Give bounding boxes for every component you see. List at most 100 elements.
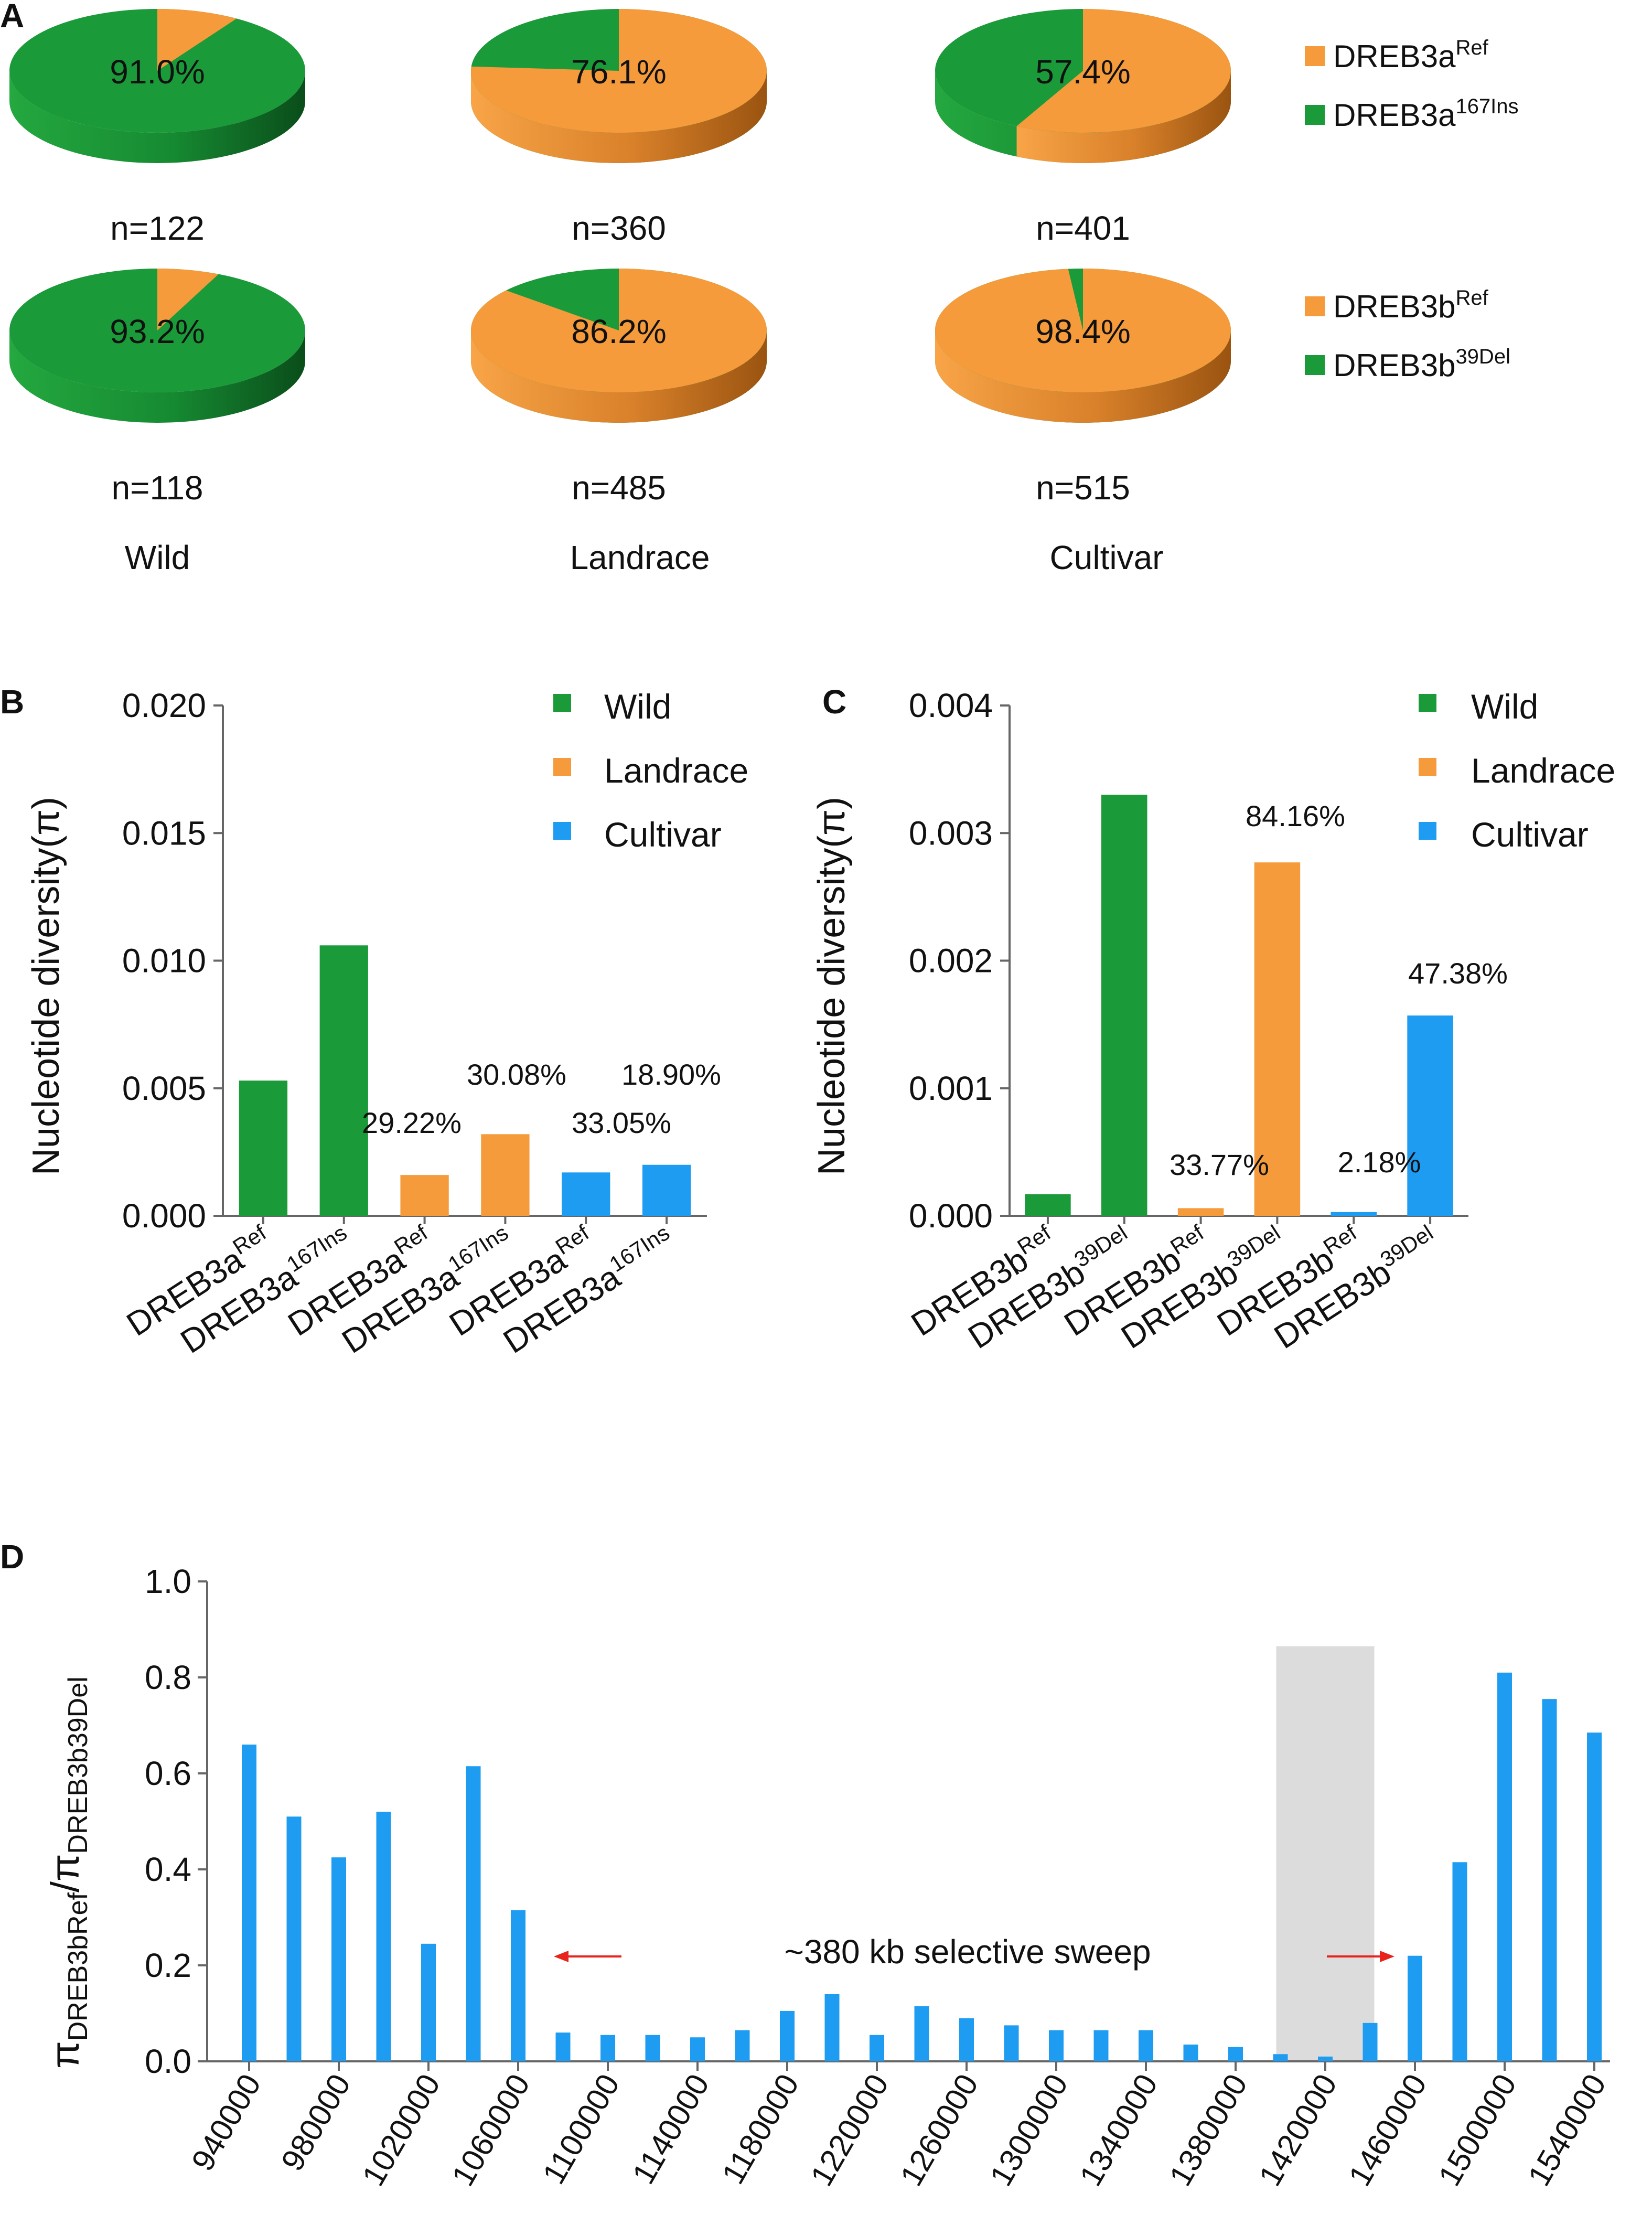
c-bar-5 xyxy=(1331,1212,1377,1216)
d-bar-29 xyxy=(1497,1672,1512,2061)
legend-label-dreb3a-167ins: DREB3a167Ins xyxy=(1333,95,1519,133)
b-y-tick-label: 0.010 xyxy=(122,942,206,980)
d-x-tick-label-1540000: 1540000 xyxy=(1521,2068,1613,2192)
pie-percent-dreb3a-wild: 91.0% xyxy=(110,53,205,91)
d-bar-11 xyxy=(690,2037,705,2061)
d-bar-10 xyxy=(645,2035,660,2061)
d-bar-16 xyxy=(914,2006,929,2061)
d-bar-12 xyxy=(735,2030,750,2061)
d-bar-2 xyxy=(286,1816,302,2061)
d-x-tick-label-1460000: 1460000 xyxy=(1342,2068,1433,2192)
c-bar-annotation-6: 47.38% xyxy=(1408,957,1508,990)
b-y-tick-label: 0.000 xyxy=(122,1197,206,1235)
b-y-tick-label: 0.005 xyxy=(122,1069,206,1107)
pie-slice-dreb3a-cultivar-orange xyxy=(1016,9,1231,133)
pie-legend-bottom: DREB3bRef DREB3b39Del xyxy=(1305,286,1510,383)
panel-d-bar-chart: 0.0 0.2 0.4 0.6 0.8 1.0 940000 980000102000010… xyxy=(43,1563,1613,2192)
pie-percent-dreb3a-cultivar: 57.4% xyxy=(1035,53,1130,91)
d-x-tick-label-1020000: 1020000 xyxy=(355,2068,447,2192)
d-bar-24 xyxy=(1273,2054,1288,2061)
d-x-tick-label-1420000: 1420000 xyxy=(1252,2068,1344,2192)
c-y-tick-label: 0.001 xyxy=(909,1069,993,1107)
legend-label-dreb3b-39del: DREB3b39Del xyxy=(1333,345,1510,383)
panel-b-legend-swatch-wild xyxy=(553,694,571,712)
panel-b-legend: Wild Landrace Cultivar xyxy=(553,687,748,854)
panel-b-legend-wild: Wild xyxy=(604,687,671,726)
d-bar-3 xyxy=(331,1857,346,2061)
pie-dreb3b-wild: 93.2% n=118 xyxy=(9,269,305,507)
pie-percent-dreb3b-cultivar: 98.4% xyxy=(1035,313,1130,350)
d-y-tick-label: 0.2 xyxy=(145,1946,191,1984)
panel-c-legend-swatch-wild xyxy=(1419,694,1436,712)
d-x-tick-label-1300000: 1300000 xyxy=(983,2068,1075,2192)
d-y-tick-label: 0.6 xyxy=(145,1755,191,1792)
d-x-tick-label-1340000: 1340000 xyxy=(1072,2068,1164,2192)
pie-n-dreb3a-wild: n=122 xyxy=(110,209,205,247)
d-bar-28 xyxy=(1452,1862,1467,2061)
pie-legend-top: DREB3aRef DREB3a167Ins xyxy=(1305,36,1519,133)
d-bar-25 xyxy=(1318,2056,1333,2061)
panel-b-legend-swatch-cultivar xyxy=(553,822,571,840)
panel-c-legend: Wild Landrace Cultivar xyxy=(1419,687,1615,854)
d-bar-7 xyxy=(511,1910,525,2061)
d-x-tick-label-1140000: 1140000 xyxy=(626,2068,716,2190)
pie-slice-dreb3b-wild-orange xyxy=(157,269,219,330)
pie-dreb3a-cultivar: 57.4% n=401 xyxy=(935,9,1231,247)
d-bar-14 xyxy=(824,1994,840,2061)
legend-swatch-dreb3b-39del xyxy=(1305,355,1325,375)
c-y-tick-label: 0.004 xyxy=(909,687,993,724)
b-bar-annotation-4: 30.08% xyxy=(467,1058,566,1091)
pie-dreb3b-landrace: 86.2% n=485 xyxy=(470,269,767,507)
b-y-tick-label: 0.020 xyxy=(122,687,206,724)
pie-side-orange-dreb3a-cultivar xyxy=(1016,71,1231,163)
b-bar-2 xyxy=(319,945,368,1216)
d-x-tick-label-1500000: 1500000 xyxy=(1431,2068,1523,2192)
d-x-tick-label-1060000: 1060000 xyxy=(445,2068,537,2192)
pie-side-orange-dreb3a-landrace xyxy=(471,71,767,163)
pie-slice-dreb3b-landrace-orange xyxy=(470,269,767,393)
group-label-wild: Wild xyxy=(125,539,190,576)
pie-slice-dreb3b-cultivar-orange xyxy=(935,269,1231,392)
c-y-tick-label: 0.000 xyxy=(909,1197,993,1235)
d-x-tick-label-1100000: 1100000 xyxy=(536,2068,627,2190)
d-bar-8 xyxy=(555,2033,571,2061)
sweep-shaded-region xyxy=(1276,1646,1375,2061)
c-bar-3 xyxy=(1177,1208,1224,1216)
sweep-left-arrow xyxy=(554,1951,621,1962)
d-bar-20 xyxy=(1093,2030,1109,2061)
d-bar-5 xyxy=(421,1943,436,2061)
group-label-landrace: Landrace xyxy=(570,539,710,576)
d-bar-18 xyxy=(1004,2025,1019,2061)
panel-c-legend-cultivar: Cultivar xyxy=(1471,815,1589,854)
d-y-tick-label: 1.0 xyxy=(145,1563,191,1600)
panel-c-bar-chart: Nucleotide diversity(π) 0.000 0.001 0.002 0… xyxy=(811,687,1615,1356)
b-bar-annotation-3: 29.22% xyxy=(362,1106,462,1139)
pie-n-dreb3b-wild: n=118 xyxy=(112,469,203,507)
pie-dreb3a-landrace: 76.1% n=360 xyxy=(470,9,767,247)
sweep-right-arrow xyxy=(1327,1951,1394,1962)
panel-letter-d: D xyxy=(0,1538,24,1576)
d-bar-6 xyxy=(466,1766,481,2061)
b-bar-5 xyxy=(562,1172,610,1216)
c-bar-1 xyxy=(1025,1194,1071,1216)
b-bar-4 xyxy=(481,1134,530,1216)
d-bar-22 xyxy=(1183,2044,1198,2061)
pie-slice-dreb3a-landrace-orange xyxy=(470,9,767,133)
panel-letter-b: B xyxy=(0,683,24,721)
panel-letter-a: A xyxy=(0,0,24,35)
d-bar-26 xyxy=(1363,2023,1378,2061)
pie-dreb3b-cultivar: 98.4% n=515 xyxy=(935,269,1231,507)
panel-b-legend-cultivar: Cultivar xyxy=(604,815,722,854)
d-bar-30 xyxy=(1542,1699,1557,2061)
pie-side-dreb3a-wild xyxy=(9,71,305,163)
panel-d-y-axis-label: πDREB3bRef/πDREB3b39Del xyxy=(43,1676,93,2068)
d-x-tick-label-980000: 980000 xyxy=(274,2068,357,2177)
pie-percent-dreb3b-landrace: 86.2% xyxy=(571,313,666,350)
b-bar-annotation-6: 18.90% xyxy=(621,1058,721,1091)
panel-b-y-axis-label: Nucleotide diversity(π) xyxy=(25,797,67,1175)
c-bar-4 xyxy=(1254,862,1301,1216)
d-x-tick-label-1380000: 1380000 xyxy=(1162,2068,1254,2192)
d-bar-17 xyxy=(959,2018,974,2061)
pie-dreb3a-wild: 91.0% n=122 xyxy=(9,9,305,247)
